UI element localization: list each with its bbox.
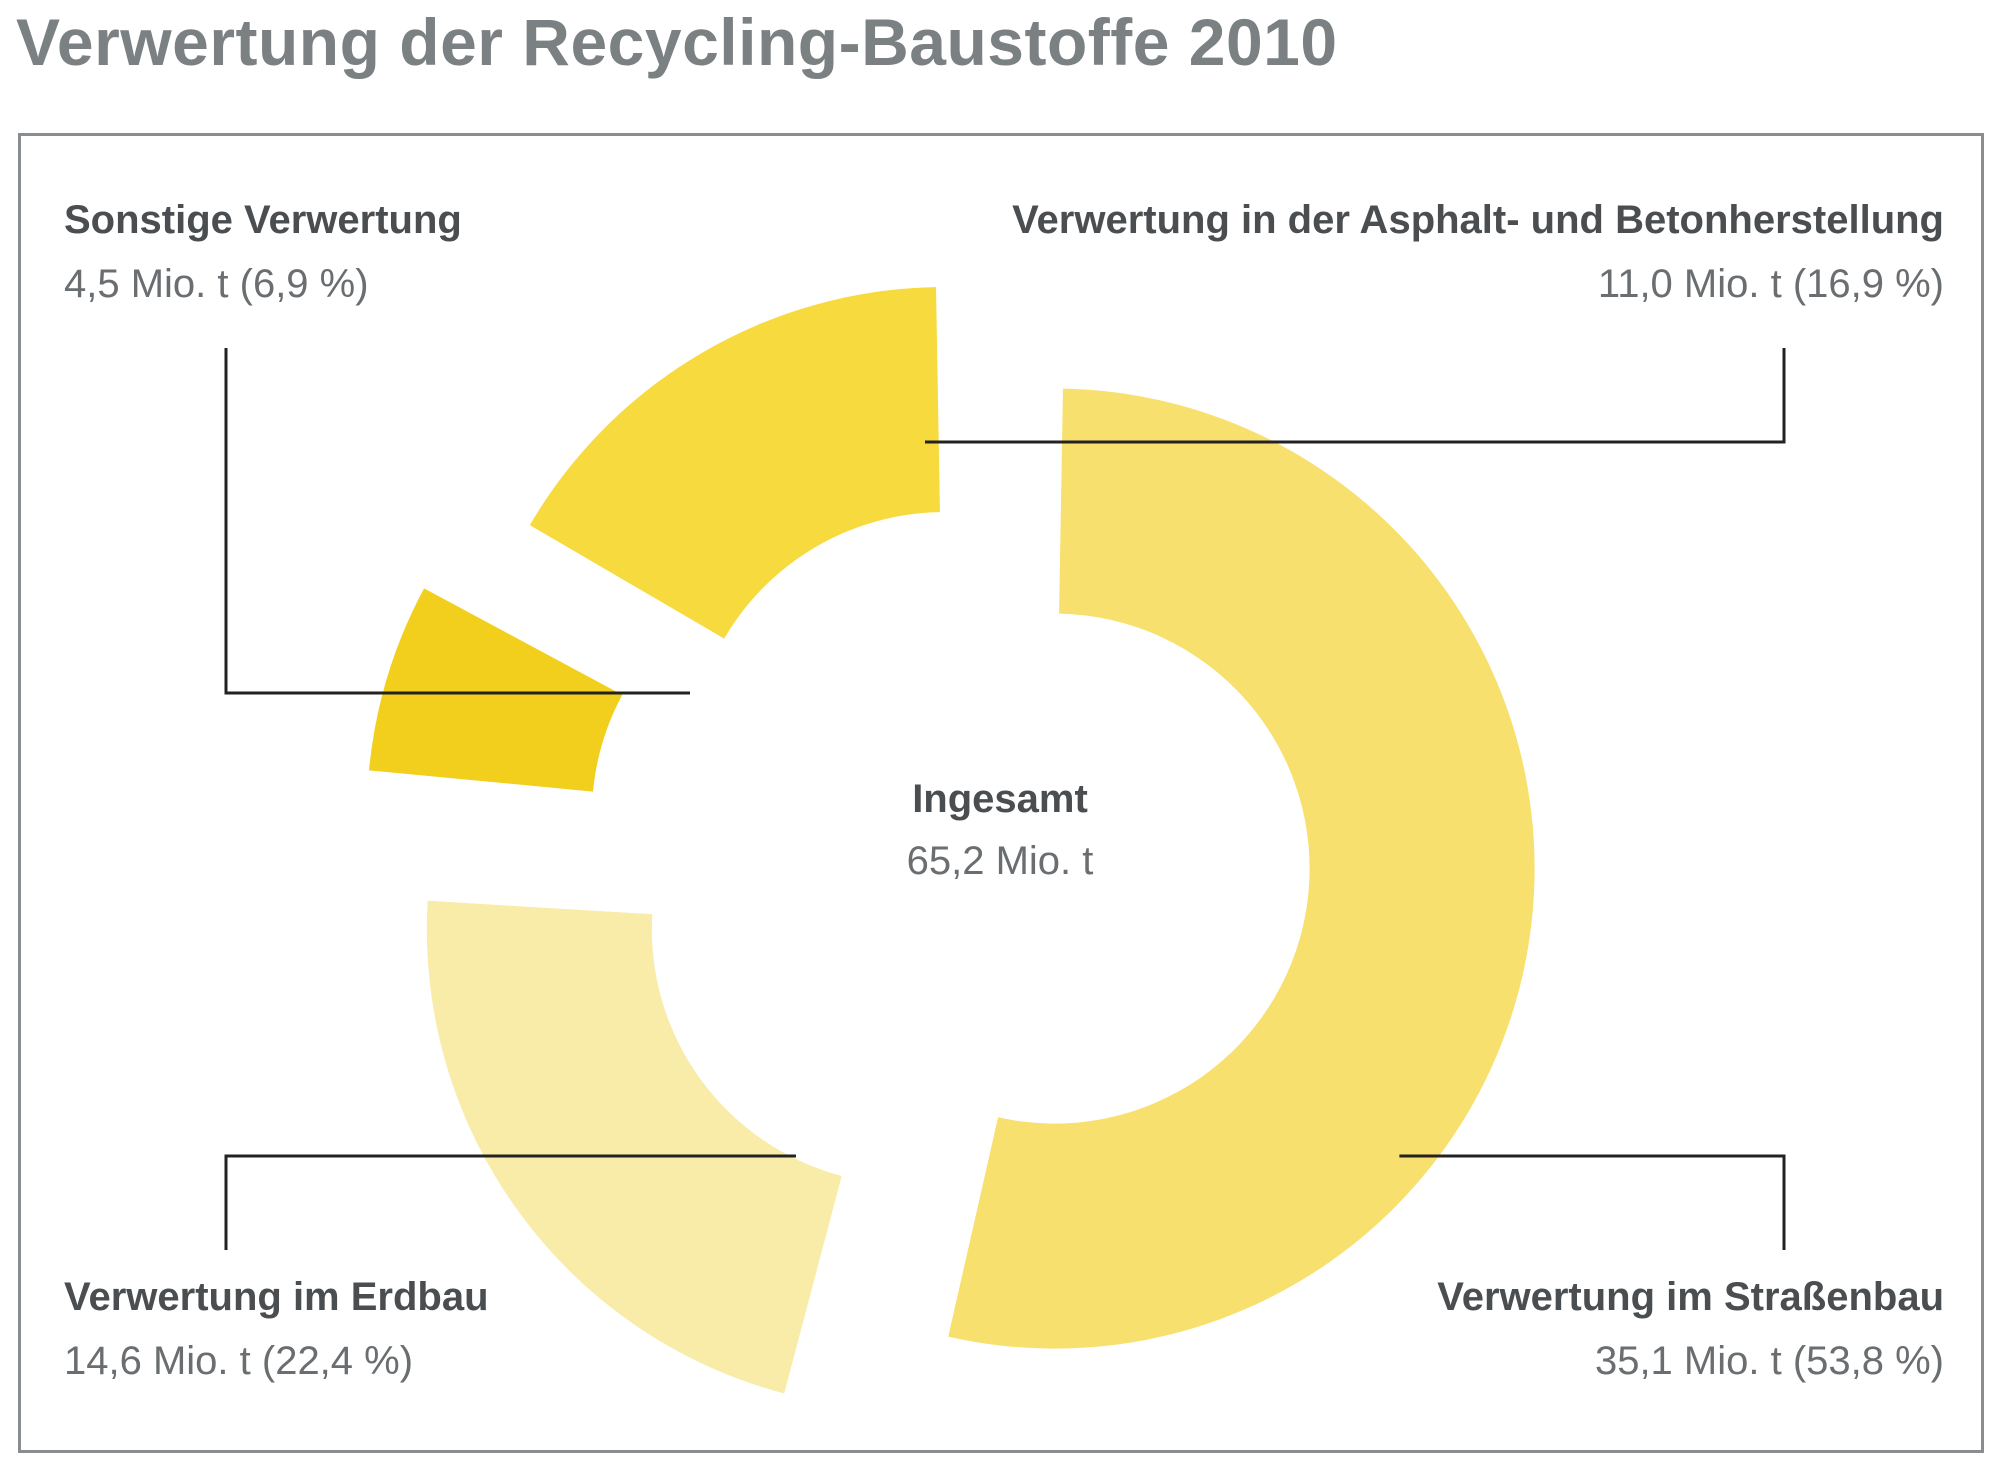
slice-sonstige — [369, 588, 623, 792]
label-sonstige-name: Sonstige Verwertung — [64, 198, 462, 242]
label-strassenbau-name: Verwertung im Straßenbau — [1437, 1275, 1944, 1319]
center-total-value: 65,2 Mio. t — [906, 839, 1094, 883]
center-total-name: Ingesamt — [912, 777, 1088, 821]
label-strassenbau-value: 35,1 Mio. t (53,8 %) — [1594, 1339, 1944, 1383]
label-sonstige: Sonstige Verwertung 4,5 Mio. t (6,9 %) — [64, 188, 462, 316]
label-asphalt-beton: Verwertung in der Asphalt- und Betonhers… — [1012, 188, 1944, 316]
chart-title: Verwertung der Recycling-Baustoffe 2010 — [16, 5, 1338, 79]
label-erdbau: Verwertung im Erdbau 14,6 Mio. t (22,4 %… — [64, 1265, 489, 1393]
center-total-label: Ingesamt 65,2 Mio. t — [800, 768, 1200, 892]
slice-erdbau — [426, 900, 842, 1394]
leader-line-asphalt-beton — [925, 348, 1786, 444]
leader-line-sonstige — [224, 348, 690, 695]
leader-line-strassenbau — [1399, 1154, 1786, 1250]
label-asphalt-beton-name: Verwertung in der Asphalt- und Betonhers… — [1012, 198, 1944, 242]
leader-line-erdbau — [224, 1154, 796, 1250]
label-strassenbau: Verwertung im Straßenbau 35,1 Mio. t (53… — [1437, 1265, 1944, 1393]
label-erdbau-value: 14,6 Mio. t (22,4 %) — [64, 1339, 414, 1383]
label-sonstige-value: 4,5 Mio. t (6,9 %) — [64, 262, 369, 306]
slice-asphalt-beton — [529, 287, 940, 639]
label-erdbau-name: Verwertung im Erdbau — [64, 1275, 489, 1319]
label-asphalt-beton-value: 11,0 Mio. t (16,9 %) — [1597, 262, 1944, 306]
chart-frame — [18, 133, 1984, 1453]
slice-strassenbau — [948, 388, 1535, 1349]
